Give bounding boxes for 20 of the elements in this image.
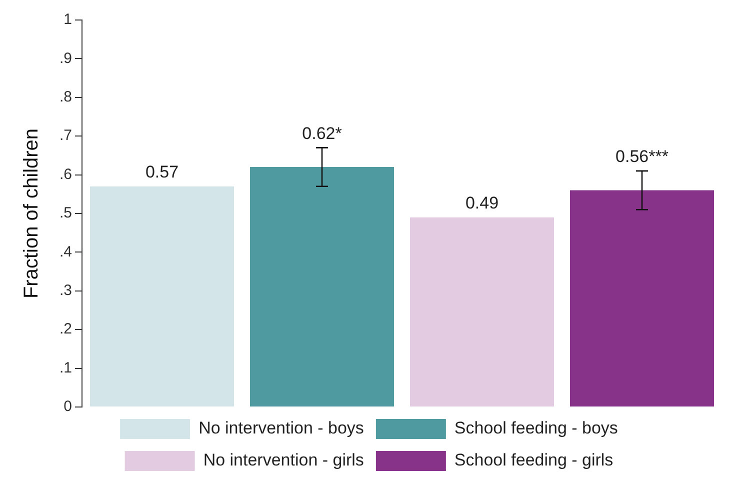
y-tick-label: .2 xyxy=(59,320,72,338)
legend-label: No intervention - boys xyxy=(198,418,364,438)
y-tick-label: .6 xyxy=(59,166,72,183)
y-axis-title: Fraction of children xyxy=(20,128,43,299)
legend-label: School feeding - boys xyxy=(454,418,618,438)
y-tick-label: .3 xyxy=(59,282,72,300)
data-label: 0.62* xyxy=(302,124,342,143)
data-label: 0.49 xyxy=(465,194,499,213)
y-tick-label: .1 xyxy=(59,359,72,376)
y-tick-label: .5 xyxy=(59,204,72,222)
y-tick-label: .4 xyxy=(59,243,72,260)
legend-label: No intervention - girls xyxy=(203,450,364,470)
y-tick-label: .7 xyxy=(59,127,72,144)
y-tick-label: 1 xyxy=(64,11,72,28)
y-tick-label: 0 xyxy=(64,398,72,416)
legend-label: School feeding - girls xyxy=(454,450,614,470)
y-tick-label: .9 xyxy=(59,50,72,67)
data-label: 0.56*** xyxy=(616,147,669,166)
y-tick-label: .8 xyxy=(59,88,72,106)
data-label: 0.57 xyxy=(145,162,179,182)
